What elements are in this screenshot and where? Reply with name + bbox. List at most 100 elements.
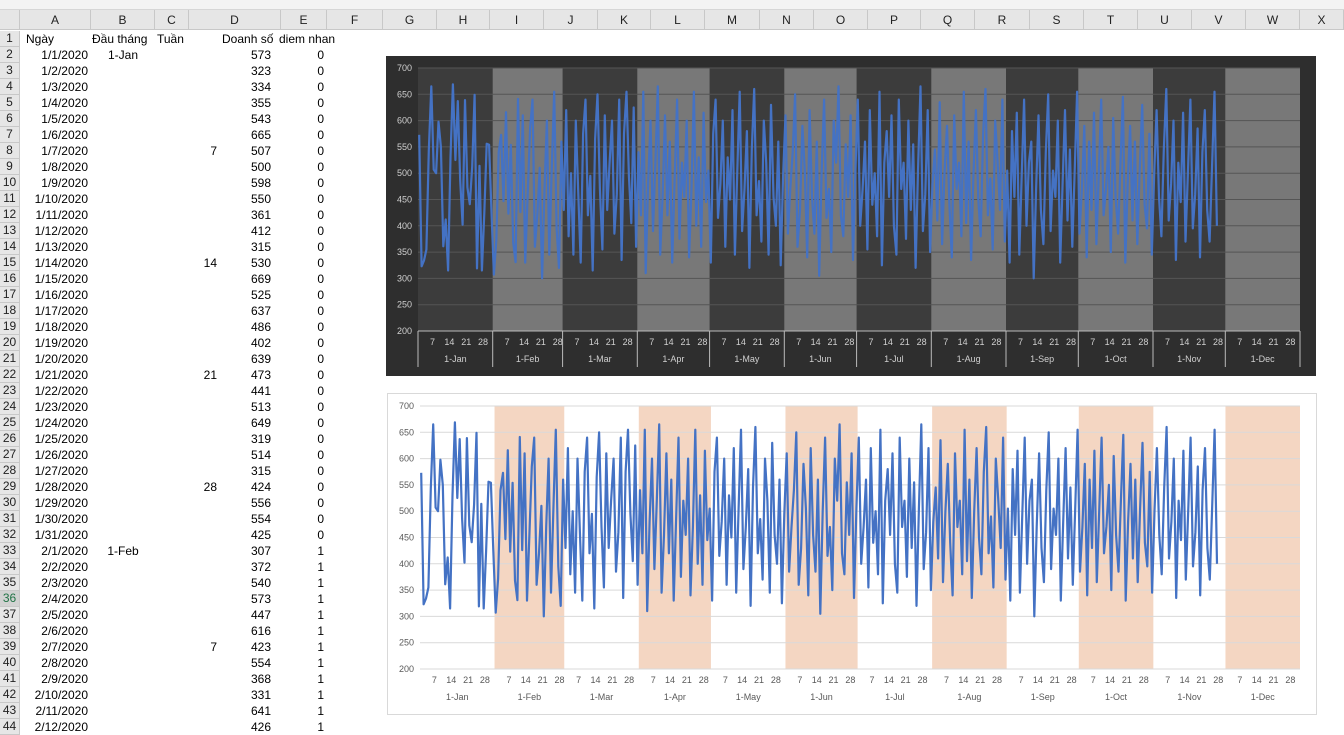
cell-e[interactable]: 1 (317, 624, 324, 638)
cell-d[interactable]: 441 (250, 384, 271, 398)
cell-e[interactable]: 0 (317, 528, 324, 542)
cell-d[interactable]: 540 (250, 576, 271, 590)
cell-d[interactable]: 500 (250, 160, 271, 174)
cell-e[interactable]: 0 (317, 208, 324, 222)
cell-d[interactable]: 530 (250, 256, 271, 270)
row-header[interactable]: 21 (0, 351, 20, 367)
column-header-g[interactable]: G (383, 10, 437, 30)
cell-d[interactable]: 331 (250, 688, 271, 702)
cell-a[interactable]: 2/9/2020 (41, 672, 88, 686)
cell-d[interactable]: 507 (250, 144, 271, 158)
row-header[interactable]: 25 (0, 415, 20, 431)
cell-e[interactable]: 0 (317, 304, 324, 318)
header-cell-b[interactable]: Đầu tháng (92, 32, 148, 46)
column-header-k[interactable]: K (598, 10, 651, 30)
cell-e[interactable]: 0 (317, 400, 324, 414)
cell-e[interactable]: 0 (317, 432, 324, 446)
cell-d[interactable]: 556 (250, 496, 271, 510)
row-header[interactable]: 6 (0, 111, 20, 127)
cell-b[interactable]: 1-Feb (107, 544, 139, 558)
row-header[interactable]: 16 (0, 271, 20, 287)
cell-a[interactable]: 2/7/2020 (41, 640, 88, 654)
cell-e[interactable]: 0 (317, 96, 324, 110)
cell-c[interactable]: 28 (203, 480, 217, 494)
row-header[interactable]: 38 (0, 623, 20, 639)
cell-e[interactable]: 0 (317, 256, 324, 270)
cell-e[interactable]: 1 (317, 560, 324, 574)
row-header[interactable]: 14 (0, 239, 20, 255)
row-header[interactable]: 17 (0, 287, 20, 303)
cell-a[interactable]: 1/6/2020 (41, 128, 88, 142)
column-header-r[interactable]: R (975, 10, 1030, 30)
cell-e[interactable]: 0 (317, 464, 324, 478)
cell-a[interactable]: 2/1/2020 (41, 544, 88, 558)
row-header[interactable]: 33 (0, 543, 20, 559)
cell-d[interactable]: 473 (250, 368, 271, 382)
row-header[interactable]: 18 (0, 303, 20, 319)
cell-a[interactable]: 1/2/2020 (41, 64, 88, 78)
row-header[interactable]: 39 (0, 639, 20, 655)
cell-d[interactable]: 598 (250, 176, 271, 190)
cell-d[interactable]: 669 (250, 272, 271, 286)
cell-d[interactable]: 307 (250, 544, 271, 558)
cell-e[interactable]: 0 (317, 240, 324, 254)
cell-d[interactable]: 514 (250, 448, 271, 462)
row-header[interactable]: 35 (0, 575, 20, 591)
column-header-c[interactable]: C (155, 10, 189, 30)
cell-d[interactable]: 525 (250, 288, 271, 302)
cell-d[interactable]: 513 (250, 400, 271, 414)
cell-d[interactable]: 412 (250, 224, 271, 238)
row-header[interactable]: 40 (0, 655, 20, 671)
cell-a[interactable]: 2/4/2020 (41, 592, 88, 606)
cell-e[interactable]: 0 (317, 480, 324, 494)
cell-d[interactable]: 616 (250, 624, 271, 638)
row-header[interactable]: 9 (0, 159, 20, 175)
cell-a[interactable]: 1/11/2020 (35, 208, 89, 222)
cell-e[interactable]: 0 (317, 64, 324, 78)
row-header[interactable]: 4 (0, 79, 20, 95)
cell-a[interactable]: 1/25/2020 (34, 432, 88, 446)
cell-a[interactable]: 2/11/2020 (35, 704, 89, 718)
cell-a[interactable]: 2/3/2020 (41, 576, 88, 590)
column-header-o[interactable]: O (814, 10, 868, 30)
cell-d[interactable]: 573 (250, 592, 271, 606)
cell-a[interactable]: 1/18/2020 (34, 320, 88, 334)
header-cell-e[interactable]: diem nhan (279, 32, 336, 46)
cell-e[interactable]: 0 (317, 192, 324, 206)
column-header-s[interactable]: S (1030, 10, 1084, 30)
column-header-v[interactable]: V (1192, 10, 1246, 30)
row-header[interactable]: 5 (0, 95, 20, 111)
cell-a[interactable]: 2/8/2020 (41, 656, 88, 670)
cell-e[interactable]: 0 (317, 144, 324, 158)
cell-e[interactable]: 1 (317, 704, 324, 718)
cell-a[interactable]: 1/9/2020 (41, 176, 88, 190)
cell-a[interactable]: 1/23/2020 (34, 400, 88, 414)
row-header[interactable]: 1 (0, 31, 20, 47)
column-header-j[interactable]: J (544, 10, 598, 30)
cell-d[interactable]: 639 (250, 352, 271, 366)
row-header[interactable]: 11 (0, 191, 20, 207)
cell-d[interactable]: 372 (250, 560, 271, 574)
cell-d[interactable]: 554 (250, 512, 271, 526)
row-header[interactable]: 2 (0, 47, 20, 63)
column-header-d[interactable]: D (189, 10, 281, 30)
cell-d[interactable]: 425 (250, 528, 271, 542)
cell-e[interactable]: 0 (317, 112, 324, 126)
row-header[interactable]: 10 (0, 175, 20, 191)
header-cell-d[interactable]: Doanh số (222, 32, 274, 46)
cell-e[interactable]: 1 (317, 544, 324, 558)
cell-e[interactable]: 0 (317, 448, 324, 462)
cell-e[interactable]: 1 (317, 688, 324, 702)
select-all-corner[interactable] (0, 10, 20, 30)
column-header-p[interactable]: P (868, 10, 921, 30)
cell-e[interactable]: 1 (317, 608, 324, 622)
cell-d[interactable]: 334 (250, 80, 271, 94)
cell-a[interactable]: 1/26/2020 (34, 448, 88, 462)
column-header-t[interactable]: T (1084, 10, 1138, 30)
cell-a[interactable]: 2/5/2020 (41, 608, 88, 622)
cell-a[interactable]: 1/4/2020 (41, 96, 88, 110)
cell-a[interactable]: 1/31/2020 (34, 528, 88, 542)
cell-e[interactable]: 0 (317, 288, 324, 302)
cell-a[interactable]: 1/22/2020 (34, 384, 88, 398)
column-header-n[interactable]: N (760, 10, 814, 30)
